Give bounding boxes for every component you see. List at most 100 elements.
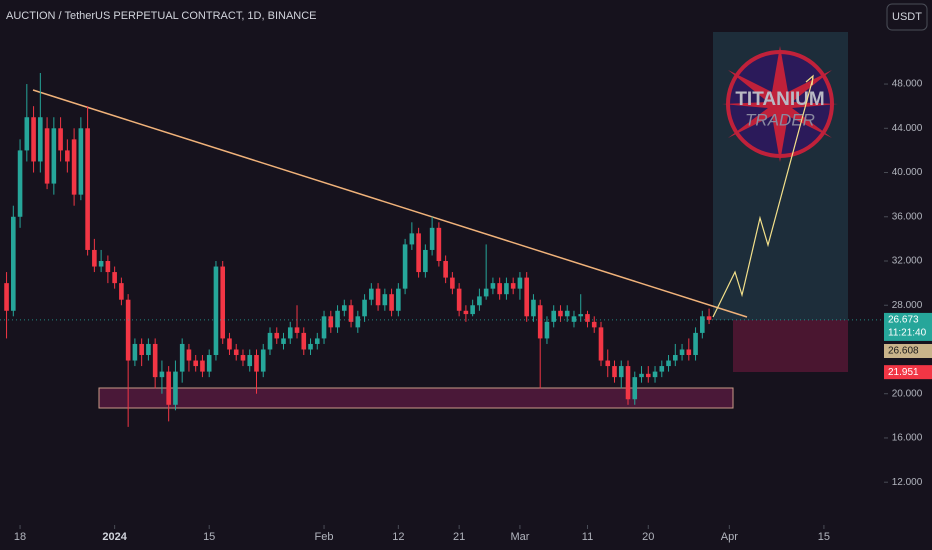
candle-body xyxy=(632,377,638,400)
candle-body xyxy=(355,316,361,328)
candle-body xyxy=(4,283,9,311)
candle-body xyxy=(186,349,192,361)
candle-body xyxy=(193,360,198,367)
currency-label[interactable]: USDT xyxy=(892,11,922,23)
logo-text: TRADER xyxy=(745,110,815,129)
x-tick-label: Mar xyxy=(510,531,529,543)
candle-body xyxy=(267,332,273,350)
candle-body xyxy=(132,343,138,361)
candle-body xyxy=(369,288,374,300)
marked-price-badge xyxy=(884,344,932,358)
candle-body xyxy=(443,261,448,278)
candle-body xyxy=(537,305,543,339)
chart-title: AUCTION / TetherUS PERPETUAL CONTRACT, 1… xyxy=(6,10,317,22)
candle-body xyxy=(423,249,428,273)
x-tick-label: 15 xyxy=(203,531,215,543)
candle-body xyxy=(625,366,631,400)
low-price-label: 21.951 xyxy=(888,367,919,378)
candle-body xyxy=(402,244,408,289)
candle-body xyxy=(260,349,266,372)
candle-body xyxy=(220,266,226,339)
candle-body xyxy=(314,338,320,344)
candle-body xyxy=(558,310,563,317)
candle-body xyxy=(98,261,104,267)
candle-body xyxy=(409,233,415,245)
candle-body xyxy=(652,371,658,378)
low-price-badge xyxy=(884,365,932,380)
trend-line xyxy=(32,89,748,318)
candle-body xyxy=(524,277,529,317)
logo-star xyxy=(722,46,838,162)
candle-body xyxy=(463,310,469,315)
candle-body xyxy=(200,360,205,372)
candle-body xyxy=(105,261,111,273)
candle-body xyxy=(58,128,63,151)
candle-body xyxy=(308,343,313,350)
last-price-badge xyxy=(884,312,932,341)
candle-body xyxy=(416,233,421,273)
x-tick-label: 12 xyxy=(392,531,404,543)
candle-body xyxy=(551,310,557,322)
candle-body xyxy=(672,355,678,361)
marked-price-label: 26.608 xyxy=(888,346,919,357)
candle-body xyxy=(645,373,651,378)
candle-body xyxy=(233,349,239,356)
x-tick-label: 18 xyxy=(14,531,26,543)
candle-body xyxy=(578,314,584,317)
candle-body xyxy=(700,316,705,333)
candle-body xyxy=(490,283,496,289)
candle-body xyxy=(294,327,300,333)
candle-body xyxy=(497,283,502,295)
candle-body xyxy=(213,266,219,356)
candle-body xyxy=(139,343,144,356)
candle-body xyxy=(44,128,50,184)
candle-body xyxy=(227,338,232,350)
candle-body xyxy=(679,349,685,356)
candle-body xyxy=(152,343,158,378)
candle-body xyxy=(287,327,293,339)
candle-body xyxy=(362,299,367,317)
candle-body xyxy=(639,373,644,378)
y-tick-label: 36.000 xyxy=(892,211,923,222)
candle-body xyxy=(159,371,165,378)
candle-body xyxy=(531,299,536,317)
last-price-label: 26.673 xyxy=(888,315,919,326)
candle-body xyxy=(24,117,30,151)
y-tick-label: 20.000 xyxy=(892,388,923,399)
support-zone xyxy=(98,387,734,409)
candle-body xyxy=(483,288,489,297)
candle-body xyxy=(78,128,84,195)
candle-body xyxy=(281,338,286,344)
x-tick-label: 20 xyxy=(642,531,654,543)
x-tick-label: 15 xyxy=(818,531,830,543)
candle-body xyxy=(321,316,327,339)
candles xyxy=(4,72,712,427)
candle-body xyxy=(31,117,36,162)
forecast-path xyxy=(712,77,814,318)
candle-body xyxy=(38,117,43,162)
candle-body xyxy=(301,332,307,350)
candle-body xyxy=(247,355,253,367)
candle-body xyxy=(591,321,597,328)
candle-body xyxy=(706,316,712,320)
time-axis xyxy=(0,525,884,550)
y-tick-label: 32.000 xyxy=(892,256,923,267)
currency-button[interactable] xyxy=(886,3,928,31)
candle-body xyxy=(173,371,178,405)
y-tick-label: 12.000 xyxy=(892,477,923,488)
candle-body xyxy=(659,366,665,372)
x-tick-label: Apr xyxy=(721,531,738,543)
y-tick-label: 28.000 xyxy=(892,300,923,311)
forecast-arrow xyxy=(805,74,814,86)
candle-body xyxy=(389,294,394,311)
candle-body xyxy=(146,343,151,356)
candle-body xyxy=(240,355,246,361)
candle-body xyxy=(348,305,354,322)
candle-body xyxy=(598,327,604,361)
price-axis xyxy=(884,0,932,525)
candle-body xyxy=(450,277,455,289)
candle-body xyxy=(342,305,347,311)
candle-body xyxy=(585,314,590,322)
y-tick-label: 44.000 xyxy=(892,123,923,134)
